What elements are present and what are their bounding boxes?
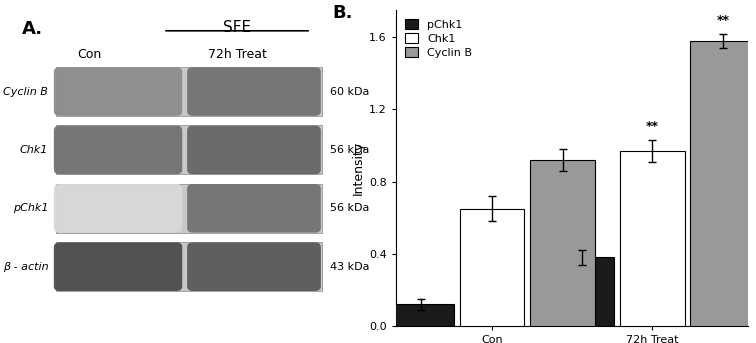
Y-axis label: Intensity: Intensity: [352, 141, 365, 195]
FancyBboxPatch shape: [54, 243, 182, 291]
Bar: [550, 257, 614, 326]
Text: 56 kDa: 56 kDa: [330, 145, 369, 155]
Text: Chk1: Chk1: [20, 145, 48, 155]
Text: SFE: SFE: [223, 20, 251, 35]
FancyBboxPatch shape: [187, 67, 321, 116]
Text: 56 kDa: 56 kDa: [330, 203, 369, 213]
FancyBboxPatch shape: [56, 126, 322, 174]
Text: A.: A.: [23, 20, 44, 38]
Text: **: **: [716, 13, 730, 26]
Text: 60 kDa: 60 kDa: [330, 86, 369, 96]
Text: **: **: [646, 120, 658, 133]
FancyBboxPatch shape: [187, 126, 321, 174]
FancyBboxPatch shape: [56, 184, 322, 233]
FancyBboxPatch shape: [187, 184, 321, 233]
Bar: [690, 41, 755, 326]
Bar: [620, 151, 685, 326]
FancyBboxPatch shape: [54, 67, 182, 116]
Text: Con: Con: [77, 48, 101, 61]
Legend: pChk1, Chk1, Cyclin B: pChk1, Chk1, Cyclin B: [401, 16, 476, 61]
FancyBboxPatch shape: [54, 126, 182, 174]
Bar: [389, 304, 454, 326]
Bar: [460, 209, 525, 326]
FancyBboxPatch shape: [54, 184, 182, 233]
Text: Cyclin B: Cyclin B: [4, 86, 48, 96]
Text: B.: B.: [333, 4, 353, 22]
FancyBboxPatch shape: [187, 243, 321, 291]
Text: 72h Treat: 72h Treat: [208, 48, 267, 61]
Text: β - actin: β - actin: [3, 262, 48, 272]
Text: *: *: [578, 230, 585, 243]
Bar: [530, 160, 595, 326]
FancyBboxPatch shape: [56, 67, 322, 116]
FancyBboxPatch shape: [56, 242, 322, 291]
Text: pChk1: pChk1: [13, 203, 48, 213]
Text: 43 kDa: 43 kDa: [330, 262, 369, 272]
